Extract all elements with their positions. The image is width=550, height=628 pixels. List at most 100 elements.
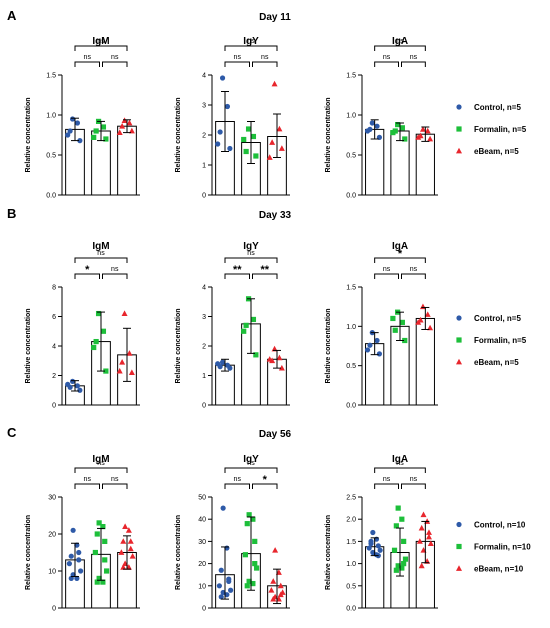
chart-title: IgA [392, 36, 408, 47]
point-control [368, 538, 374, 545]
y-tick-label: 6 [52, 314, 56, 321]
significance-label: ns [247, 38, 255, 45]
legend-marker-control [456, 104, 462, 110]
point-formalin [399, 516, 405, 522]
point-ebeam [270, 595, 277, 602]
point-ebeam [270, 578, 277, 584]
point-control [224, 592, 230, 598]
point-formalin [246, 512, 252, 518]
significance-label: * [85, 264, 90, 276]
y-tick-label: 0 [202, 403, 206, 410]
significance-label: ns [111, 266, 119, 273]
point-ebeam [425, 533, 432, 540]
y-tick-label: 0 [52, 606, 56, 613]
point-ebeam [277, 591, 284, 598]
point-control [218, 594, 224, 600]
y-axis-label: Relative concentration [325, 308, 332, 383]
significance-bracket [374, 257, 426, 263]
point-formalin [245, 126, 252, 132]
point-formalin [91, 134, 97, 140]
point-ebeam [128, 127, 135, 134]
y-tick-label: 2.0 [346, 517, 356, 524]
significance-bracket [224, 45, 278, 51]
y-axis-label: Relative concentration [175, 308, 182, 383]
point-ebeam [278, 364, 285, 371]
y-tick-label: 1.5 [346, 73, 356, 80]
y-tick-label: 0.5 [346, 153, 356, 160]
point-ebeam [118, 549, 125, 555]
point-formalin [395, 563, 401, 569]
bar-ebeam [415, 133, 435, 196]
point-ebeam [129, 553, 136, 559]
point-control [77, 138, 83, 144]
point-formalin [246, 578, 252, 584]
point-control [374, 123, 380, 129]
point-ebeam [121, 310, 128, 316]
point-control [66, 561, 72, 567]
point-formalin [102, 557, 108, 563]
significance-label: ns [247, 250, 255, 257]
significance-bracket [102, 483, 128, 489]
legend-marker-formalin [456, 126, 462, 132]
point-control [375, 543, 381, 549]
significance-bracket [224, 483, 250, 489]
point-control [74, 383, 81, 389]
y-tick-label: 1.0 [346, 113, 356, 120]
point-formalin [244, 583, 250, 589]
chart-title: IgY [243, 454, 259, 465]
point-control [77, 387, 83, 393]
significance-bracket [224, 61, 250, 67]
y-axis-label: Relative concentration [25, 515, 32, 590]
point-formalin [100, 124, 107, 130]
point-control [369, 120, 375, 126]
point-ebeam [278, 145, 285, 151]
y-tick-label: 2 [202, 344, 206, 351]
y-axis-label: Relative concentration [25, 308, 32, 383]
point-ebeam [427, 135, 434, 142]
y-tick-label: 3 [202, 103, 206, 110]
significance-label: ns [383, 476, 391, 483]
point-formalin [94, 579, 100, 585]
point-control [227, 145, 233, 152]
y-tick-label: 1 [202, 373, 206, 380]
significance-bracket [74, 273, 100, 279]
y-tick-label: 0.5 [346, 363, 356, 370]
point-ebeam [125, 527, 132, 533]
y-tick-label: 2 [52, 373, 56, 380]
point-ebeam [126, 119, 133, 126]
point-control [65, 132, 71, 138]
chart-B-igy: IgY Relative concentration 0 1 2 3 4 ** ** ns [175, 241, 290, 410]
point-control [219, 75, 226, 81]
significance-label: ns [396, 460, 404, 467]
point-formalin [252, 538, 258, 544]
y-tick-label: 40 [198, 517, 206, 524]
point-formalin [96, 575, 102, 581]
y-tick-label: 8 [52, 285, 56, 292]
legend-marker-formalin [456, 543, 462, 550]
point-ebeam [419, 126, 426, 132]
point-formalin [102, 538, 108, 544]
chart-title: IgM [92, 454, 109, 465]
point-control [364, 347, 371, 353]
y-tick-label: 2 [202, 133, 206, 140]
day-title: Day 33 [259, 210, 292, 221]
point-ebeam [116, 129, 123, 135]
significance-label: ns [247, 460, 255, 467]
y-tick-label: 4 [202, 73, 206, 80]
significance-bracket [252, 61, 278, 67]
significance-bracket [74, 467, 128, 473]
point-ebeam [276, 354, 283, 361]
legend-label: eBeam, n=5 [474, 358, 519, 367]
panel-label-b: B [7, 206, 16, 221]
point-control [76, 549, 82, 556]
point-ebeam [122, 523, 129, 529]
significance-label: * [398, 248, 403, 260]
significance-bracket [401, 61, 426, 67]
y-tick-label: 1.5 [46, 73, 56, 80]
chart-A-igm: IgM Relative concentration 0.0 0.5 1.0 1.5 ns n… [25, 36, 140, 200]
y-tick-label: 0 [202, 606, 206, 613]
point-control [374, 337, 380, 344]
point-control [70, 527, 76, 533]
y-axis-label: Relative concentration [325, 515, 332, 590]
